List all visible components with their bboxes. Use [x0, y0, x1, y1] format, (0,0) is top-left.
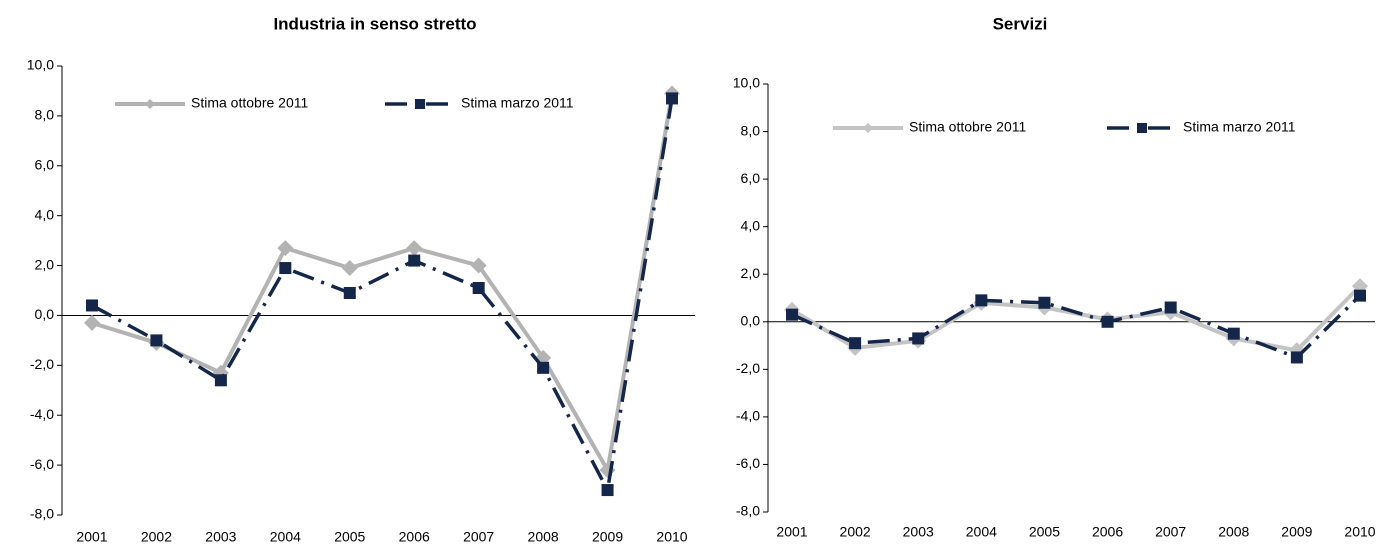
y-tick-label: -4,0 — [736, 408, 760, 424]
x-tick-label: 2007 — [1155, 524, 1186, 540]
series-line — [791, 294, 1362, 360]
marker — [150, 334, 163, 347]
y-tick-label: 6,0 — [741, 170, 761, 186]
marker — [1227, 327, 1240, 340]
legend-marker — [863, 123, 873, 133]
x-tick-label: 2002 — [840, 524, 871, 540]
x-tick-label: 2005 — [1029, 524, 1060, 540]
marker — [666, 92, 678, 105]
x-tick-label: 2009 — [592, 529, 623, 545]
x-tick-label: 2009 — [1281, 524, 1312, 540]
marker — [1290, 351, 1303, 364]
y-tick-label: 4,0 — [741, 217, 761, 233]
y-tick-label: -2,0 — [736, 360, 760, 376]
y-tick-label: -8,0 — [30, 506, 54, 522]
marker — [786, 308, 798, 321]
marker — [406, 240, 423, 257]
marker — [601, 484, 614, 497]
series-line — [91, 93, 674, 473]
y-tick-label: 2,0 — [35, 256, 55, 272]
y-tick-label: 4,0 — [35, 206, 55, 222]
marker — [470, 257, 487, 274]
marker — [1038, 296, 1051, 309]
marker — [277, 240, 294, 257]
marker — [214, 374, 227, 387]
legend-marker — [145, 99, 155, 109]
y-tick-label: 0,0 — [35, 306, 55, 322]
marker — [1354, 289, 1366, 302]
x-tick-label: 2005 — [334, 529, 365, 545]
legend-marker — [415, 99, 425, 109]
y-tick-label: -2,0 — [30, 356, 54, 372]
marker — [849, 337, 862, 350]
y-tick-label: -4,0 — [30, 406, 54, 422]
marker — [343, 286, 356, 299]
y-tick-label: 6,0 — [35, 156, 55, 172]
x-tick-label: 2010 — [656, 529, 687, 545]
x-tick-label: 2002 — [141, 529, 172, 545]
y-tick-label: 8,0 — [741, 122, 761, 138]
x-tick-label: 2006 — [399, 529, 430, 545]
marker — [84, 314, 100, 331]
x-tick-label: 2008 — [528, 529, 559, 545]
y-tick-label: -8,0 — [736, 503, 760, 519]
series-line — [91, 98, 674, 492]
marker — [1164, 301, 1177, 314]
y-tick-label: 2,0 — [741, 265, 761, 281]
marker — [912, 332, 925, 345]
legend-label: Stima ottobre 2011 — [909, 119, 1026, 135]
x-tick-label: 2001 — [776, 524, 807, 540]
x-tick-label: 2008 — [1218, 524, 1249, 540]
y-tick-label: 10,0 — [27, 57, 54, 73]
x-tick-label: 2010 — [1344, 524, 1375, 540]
y-tick-label: 0,0 — [741, 312, 761, 328]
legend-label: Stima marzo 2011 — [461, 95, 574, 111]
marker — [1101, 315, 1114, 328]
y-tick-label: -6,0 — [30, 456, 54, 472]
y-tick-label: -6,0 — [736, 455, 760, 471]
x-tick-label: 2006 — [1092, 524, 1123, 540]
x-tick-label: 2004 — [966, 524, 997, 540]
x-tick-label: 2001 — [76, 529, 107, 545]
marker — [341, 260, 358, 277]
marker — [408, 254, 421, 267]
marker — [975, 294, 988, 307]
y-tick-label: 10,0 — [733, 75, 760, 91]
x-tick-label: 2003 — [205, 529, 236, 545]
chart-title: Industria in senso stretto — [273, 14, 476, 33]
marker — [537, 361, 550, 374]
legend-marker — [1137, 123, 1147, 133]
y-tick-label: 8,0 — [35, 107, 55, 123]
marker — [86, 299, 98, 312]
x-tick-label: 2003 — [903, 524, 934, 540]
x-tick-label: 2007 — [463, 529, 494, 545]
chart-title: Servizi — [993, 14, 1048, 33]
x-tick-label: 2004 — [270, 529, 301, 545]
legend-label: Stima ottobre 2011 — [191, 95, 308, 111]
marker — [472, 282, 485, 295]
legend-label: Stima marzo 2011 — [1183, 119, 1296, 135]
marker — [279, 262, 292, 275]
